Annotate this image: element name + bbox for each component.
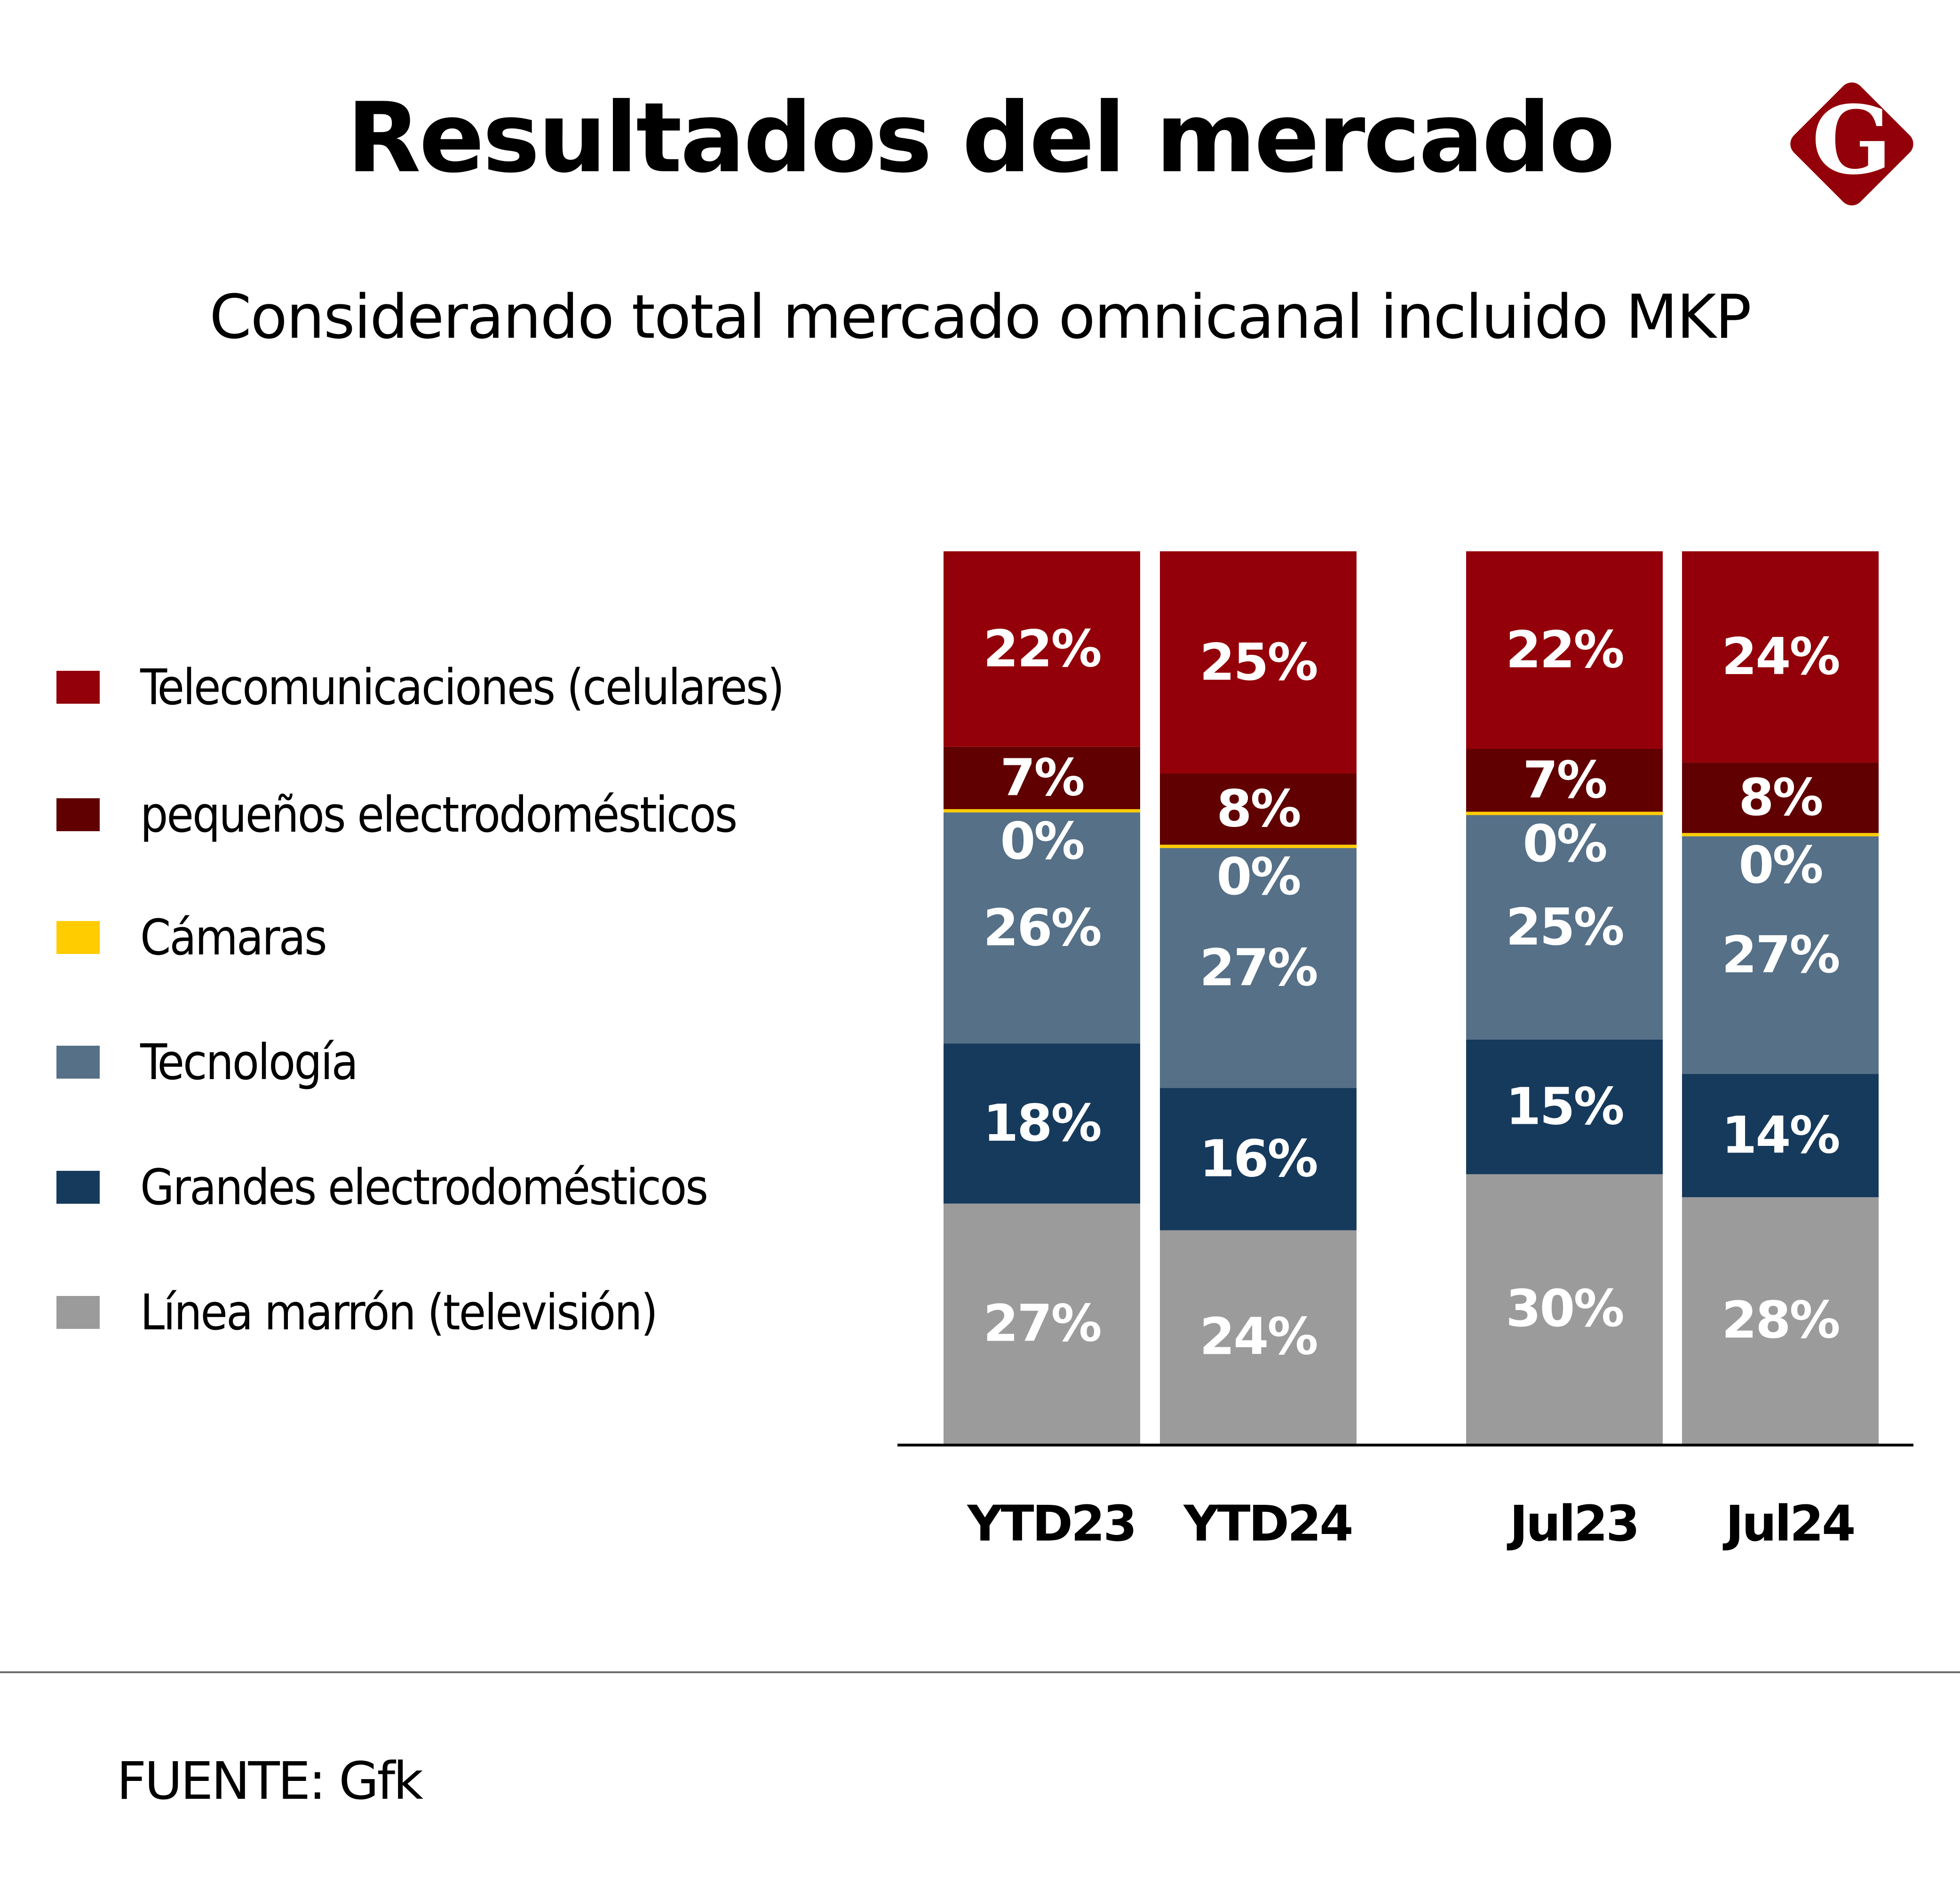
bar-segment-telecomunicaciones-celulares: [1682, 551, 1879, 763]
bar-segment-telecomunicaciones-celulares: [1466, 551, 1663, 749]
x-tick-label: YTD23: [966, 1495, 1135, 1552]
bar-segment-tecnologia: [944, 812, 1140, 1044]
data-label-pequenos-electrodomesticos: 7%: [1523, 751, 1606, 810]
legend-swatch: [56, 798, 100, 831]
bar-segment-camaras: [1682, 833, 1879, 836]
legend-item-camaras: Cámaras: [56, 909, 903, 966]
data-label-linea-marron-television: 27%: [983, 1294, 1101, 1353]
bar-segment-camaras: [1466, 811, 1663, 815]
chart-subtitle: Considerando total mercado omnicanal inc…: [209, 282, 1752, 352]
data-label-tecnologia: 25%: [1506, 898, 1623, 957]
legend-label: Cámaras: [140, 909, 327, 966]
data-label-camaras: 0%: [1216, 848, 1300, 906]
logo-diamond: [1790, 82, 1913, 206]
data-label-telecomunicaciones-celulares: 22%: [983, 620, 1101, 678]
data-label-linea-marron-television: 30%: [1506, 1279, 1623, 1338]
bar-segment-linea-marron-television: [944, 1203, 1140, 1444]
logo-letter: G: [1812, 85, 1892, 196]
legend-swatch: [56, 1296, 100, 1329]
legend-swatch: [56, 671, 100, 704]
legend-item-telecomunicaciones-celulares: Telecomunicaciones (celulares): [56, 659, 903, 716]
data-label-pequenos-electrodomesticos: 8%: [1738, 768, 1822, 827]
legend-item-tecnologia: Tecnología: [56, 1033, 903, 1091]
legend-item-pequenos-electrodomesticos: pequeños electrodomésticos: [56, 786, 903, 843]
legend-swatch: [56, 921, 100, 954]
gestion-logo-icon: G: [1790, 82, 1913, 206]
data-label-grandes-electrodomesticos: 15%: [1506, 1078, 1623, 1136]
data-label-telecomunicaciones-celulares: 24%: [1722, 628, 1839, 686]
bar-segment-linea-marron-television: [1682, 1197, 1879, 1444]
bar-segment-pequenos-electrodomesticos: [1682, 763, 1879, 833]
data-label-tecnologia: 27%: [1199, 938, 1317, 997]
data-label-camaras: 0%: [1523, 815, 1606, 874]
bar-segment-grandes-electrodomesticos: [1682, 1074, 1879, 1198]
bar-jul24: 28% 14% 27% 0% 8% 24%: [1682, 551, 1879, 1444]
legend-label: pequeños electrodomésticos: [140, 786, 738, 843]
footer-divider: [0, 1671, 1960, 1673]
data-label-pequenos-electrodomesticos: 7%: [1000, 748, 1083, 807]
data-label-pequenos-electrodomesticos: 8%: [1216, 780, 1300, 839]
bar-segment-camaras: [1160, 844, 1357, 848]
bar-segment-grandes-electrodomesticos: [944, 1043, 1140, 1204]
data-label-grandes-electrodomesticos: 16%: [1199, 1130, 1317, 1189]
bar-segment-grandes-electrodomesticos: [1466, 1039, 1663, 1175]
data-label-grandes-electrodomesticos: 18%: [983, 1094, 1101, 1153]
legend-label: Línea marrón (televisión): [140, 1284, 658, 1341]
bar-segment-pequenos-electrodomesticos: [1160, 773, 1357, 845]
bar-segment-linea-marron-television: [1160, 1230, 1357, 1444]
source-note: FUENTE: Gfk: [117, 1751, 423, 1811]
data-label-camaras: 0%: [1000, 812, 1083, 871]
x-tick-label: Jul23: [1507, 1495, 1638, 1552]
bar-segment-grandes-electrodomesticos: [1160, 1088, 1357, 1231]
data-label-tecnologia: 26%: [983, 898, 1101, 957]
legend-label: Telecomunicaciones (celulares): [140, 659, 785, 716]
data-label-tecnologia: 27%: [1722, 926, 1839, 985]
data-label-grandes-electrodomesticos: 14%: [1722, 1106, 1839, 1165]
bar-segment-tecnologia: [1466, 815, 1663, 1040]
data-label-linea-marron-television: 28%: [1722, 1291, 1839, 1350]
chart-title: Resultados del mercado: [346, 82, 1615, 194]
legend-item-linea-marron-television: Línea marrón (televisión): [56, 1284, 903, 1341]
data-label-telecomunicaciones-celulares: 25%: [1199, 633, 1317, 692]
legend-label: Grandes electrodomésticos: [140, 1159, 708, 1216]
legend-swatch: [56, 1171, 100, 1204]
x-tick-label: Jul24: [1722, 1495, 1854, 1552]
data-label-linea-marron-television: 24%: [1199, 1308, 1317, 1367]
bar-ytd23: 27% 18% 26% 0%7% 22%: [944, 551, 1140, 1444]
legend-label: Tecnología: [140, 1033, 358, 1091]
data-label-camaras: 0%: [1738, 836, 1822, 895]
bar-ytd24: 24% 16% 27% 0% 8% 25%: [1160, 551, 1357, 1444]
bar-segment-telecomunicaciones-celulares: [944, 551, 1140, 747]
legend-swatch: [56, 1046, 100, 1079]
legend-item-grandes-electrodomesticos: Grandes electrodomésticos: [56, 1159, 903, 1216]
data-label-telecomunicaciones-celulares: 22%: [1506, 621, 1623, 680]
x-tick-label: YTD24: [1182, 1495, 1351, 1552]
bar-segment-linea-marron-television: [1466, 1174, 1663, 1444]
bar-segment-tecnologia: [1160, 848, 1357, 1088]
bar-segment-pequenos-electrodomesticos: [944, 747, 1140, 810]
bar-segment-pequenos-electrodomesticos: [1466, 749, 1663, 812]
bar-segment-camaras: [944, 809, 1140, 813]
bar-segment-tecnologia: [1682, 836, 1879, 1074]
bar-jul23: 30% 15% 25% 0%7% 22%: [1466, 551, 1663, 1444]
bar-segment-telecomunicaciones-celulares: [1160, 551, 1357, 774]
